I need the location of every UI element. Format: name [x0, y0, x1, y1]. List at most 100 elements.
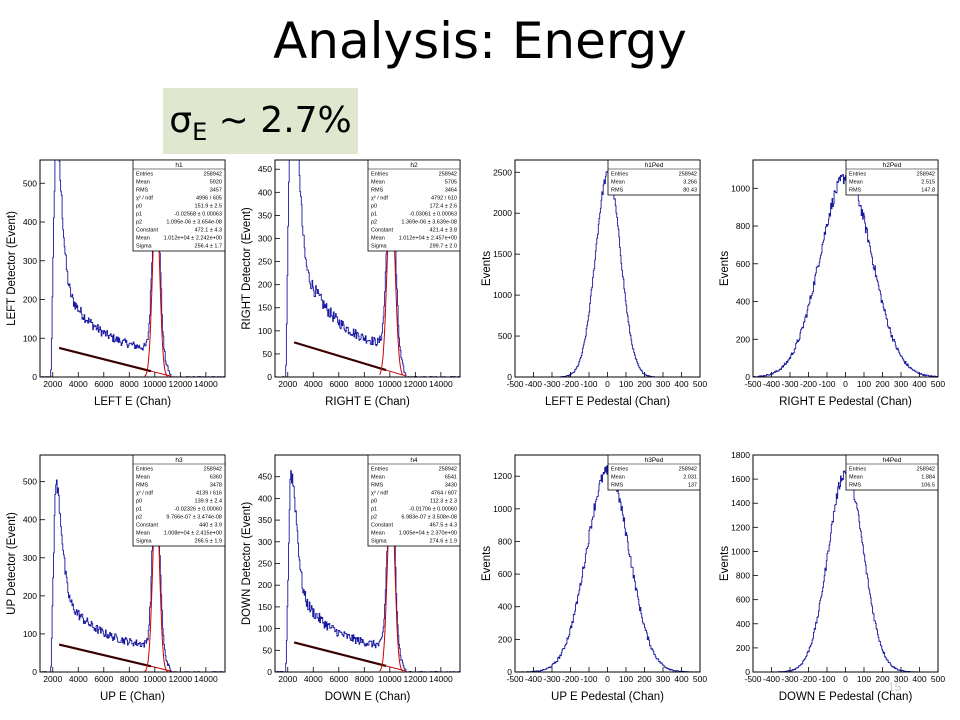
chart-up-energy: 2000 4000 6000 8000 10000 12000 14000 0 100 200 30…: [5, 450, 235, 712]
y-tick-label: 250: [258, 559, 272, 569]
stats-value: 106.5: [921, 483, 935, 489]
stats-key: Mean: [611, 475, 625, 481]
chart-right-energy: 2000 4000 6000 8000 10000 12000 14000 0 50 100 150…: [240, 155, 470, 417]
y-tick-label: 800: [736, 221, 750, 231]
stats-value: 5920: [210, 180, 222, 186]
stats-key: Mean: [849, 475, 863, 481]
stats-key: p1: [136, 507, 142, 513]
stats-key: Entries: [136, 467, 153, 473]
x-tick-label: 12000: [169, 379, 193, 389]
page-title: Analysis: Energy: [273, 12, 687, 70]
y-tick-label: 150: [258, 303, 272, 313]
stats-value: 1.005e+04 ± 2.370e+00: [399, 531, 457, 537]
stats-value: -0.02568 ± 0.00063: [174, 212, 222, 218]
y-tick-label: 0: [267, 667, 272, 677]
y-tick-label: 0: [267, 372, 272, 382]
x-tick-label: 400: [674, 379, 688, 389]
plot-frame: [39, 159, 226, 378]
stats-key: Sigma: [136, 539, 153, 545]
stats-value: 274.6 ± 1.9: [430, 539, 457, 545]
stats-value: 4139 / 616: [196, 491, 222, 497]
polynomial-fit: [293, 341, 387, 372]
stats-key: χ² / ndf: [136, 491, 153, 497]
y-tick-label: 2000: [493, 208, 512, 218]
x-tick-label: 6000: [329, 674, 348, 684]
stats-value: 421.4 ± 3.8: [430, 228, 457, 234]
y-tick-label: 50: [263, 349, 273, 359]
x-tick-label: -300: [781, 674, 798, 684]
y-tick-label: 450: [258, 164, 272, 174]
y-tick-label: 400: [498, 602, 512, 612]
stats-key: Mean: [371, 475, 385, 481]
y-tick-label: 200: [23, 295, 37, 305]
x-axis-title: UP E Pedestal (Chan): [551, 691, 664, 703]
histogram-svg: -500 -400 -300 -200 -100 0 100 200 300 400 500 0 200…: [481, 454, 707, 703]
stats-key: Sigma: [371, 244, 388, 250]
stats-title: h1Ped: [645, 162, 664, 169]
x-tick-label: 6000: [329, 379, 348, 389]
stats-key: Mean: [136, 180, 150, 186]
y-tick-label: 1000: [731, 546, 750, 556]
x-tick-label: 500: [931, 674, 945, 684]
x-tick-label: 400: [912, 379, 926, 389]
stats-value: 147.8: [921, 188, 935, 194]
y-tick-label: 300: [23, 553, 37, 563]
stats-title: h4: [410, 457, 418, 464]
stats-value: 258942: [204, 467, 222, 473]
stats-value: 3478: [210, 483, 222, 489]
x-tick-label: -500: [744, 379, 761, 389]
stats-key: p0: [371, 204, 377, 210]
stats-value: 80.43: [683, 188, 697, 194]
x-tick-label: 2000: [278, 379, 297, 389]
x-tick-label: 0: [605, 674, 610, 684]
stats-box: [367, 454, 461, 547]
x-tick-label: 300: [656, 379, 670, 389]
x-tick-label: 12000: [169, 674, 193, 684]
y-tick-label: 50: [263, 645, 273, 655]
y-tick-label: 0: [32, 372, 37, 382]
stats-value: 151.9 ± 2.5: [195, 204, 222, 210]
stats-value: 4764 / 607: [431, 491, 457, 497]
polynomial-fit: [293, 641, 387, 667]
stats-key: p0: [371, 499, 377, 505]
stats-key: Mean: [849, 180, 863, 186]
sigma-callout: σE ~ 2.7%: [163, 88, 358, 154]
y-axis-title: UP Detector (Event): [6, 512, 18, 615]
x-tick-label: 8000: [120, 379, 139, 389]
stats-key: χ² / ndf: [371, 196, 388, 202]
stats-key: p0: [136, 204, 142, 210]
x-tick-label: -400: [525, 674, 542, 684]
stats-key: Entries: [849, 467, 866, 473]
stats-key: p2: [371, 220, 377, 226]
y-tick-label: 200: [258, 280, 272, 290]
x-tick-label: 100: [857, 674, 871, 684]
stats-key: RMS: [611, 188, 624, 194]
y-tick-label: 0: [745, 667, 750, 677]
x-tick-label: 500: [693, 379, 707, 389]
histogram-line: [515, 170, 700, 378]
y-tick-label: 350: [258, 515, 272, 525]
stats-value: 258942: [917, 172, 935, 178]
stats-value: 3464: [445, 188, 457, 194]
y-tick-label: 1400: [731, 498, 750, 508]
stats-value: 137: [688, 483, 697, 489]
stats-key: Mean: [371, 180, 385, 186]
y-tick-label: 0: [745, 372, 750, 382]
stats-key: p1: [371, 507, 377, 513]
stats-value: 258942: [439, 467, 457, 473]
y-tick-label: 1800: [731, 450, 750, 460]
histogram-line: [753, 171, 938, 378]
y-tick-label: 200: [736, 643, 750, 653]
stats-key: RMS: [136, 188, 149, 194]
x-tick-label: -300: [543, 379, 560, 389]
stats-key: Constant: [371, 228, 393, 234]
stats-key: Entries: [849, 172, 866, 178]
x-tick-label: 100: [619, 379, 633, 389]
x-axis-title: DOWN E (Chan): [325, 691, 411, 703]
stats-value: 5705: [445, 180, 457, 186]
x-axis-title: LEFT E (Chan): [94, 396, 171, 408]
stats-box: [132, 159, 226, 252]
x-tick-label: 4000: [304, 674, 323, 684]
stats-box: [845, 454, 939, 491]
y-tick-label: 400: [736, 297, 750, 307]
